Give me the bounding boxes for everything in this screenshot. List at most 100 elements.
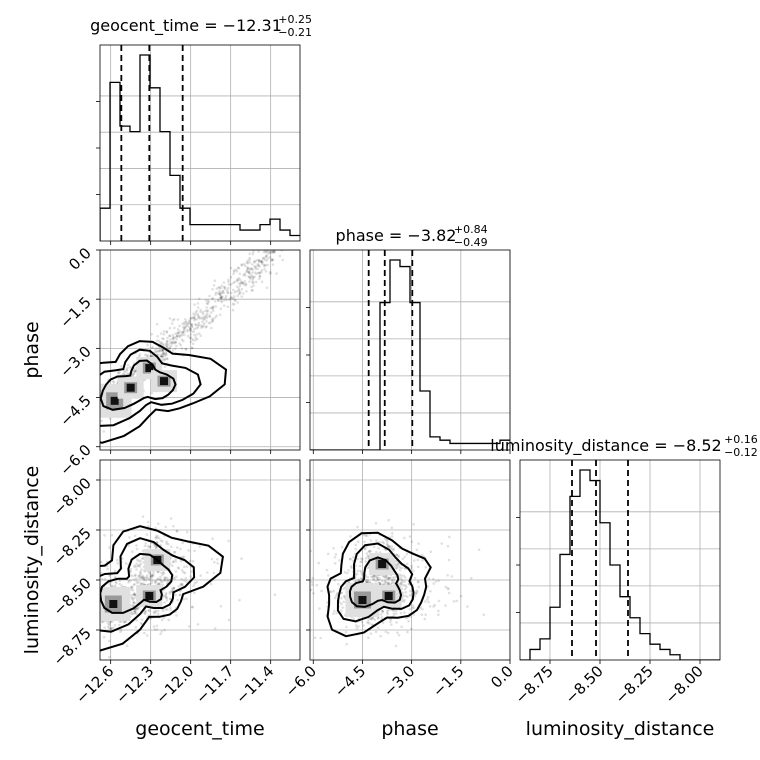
sample-point <box>193 313 197 317</box>
sample-point <box>406 630 409 634</box>
sample-point <box>200 316 204 320</box>
sample-point <box>415 589 419 592</box>
sample-point <box>132 601 136 605</box>
sample-point <box>125 644 129 648</box>
sample-point <box>362 624 366 627</box>
sample-point <box>384 577 388 580</box>
sample-point <box>250 285 253 289</box>
sample-point <box>206 315 209 318</box>
axis-frame <box>309 459 511 661</box>
sample-point <box>90 593 93 596</box>
sample-point <box>165 357 169 360</box>
sample-point <box>364 580 368 584</box>
sample-point <box>148 582 152 586</box>
sample-point <box>403 598 406 602</box>
sample-point <box>149 354 153 358</box>
sample-point <box>238 284 242 288</box>
sample-point <box>206 309 209 312</box>
sample-point <box>433 603 437 607</box>
sample-point <box>156 570 160 574</box>
sample-point <box>133 582 136 586</box>
sample-point <box>138 565 142 568</box>
sample-point <box>270 258 274 262</box>
sample-point <box>196 312 199 316</box>
sample-point <box>192 316 196 319</box>
sample-point <box>371 574 375 578</box>
sample-point <box>137 559 140 563</box>
y-tick-label: 0.0 <box>65 244 95 274</box>
sample-point <box>197 315 201 319</box>
sample-point <box>87 615 90 618</box>
sample-point <box>311 583 314 586</box>
sample-point <box>193 317 197 321</box>
sample-point <box>167 618 170 622</box>
sample-point <box>133 596 136 600</box>
sample-point <box>209 582 213 586</box>
sample-point <box>151 346 155 349</box>
sample-point <box>178 330 182 333</box>
sample-point <box>102 430 106 433</box>
sample-point <box>129 570 132 573</box>
sample-point <box>162 349 165 352</box>
sample-point <box>264 255 267 259</box>
sample-point <box>91 609 94 612</box>
sample-point <box>134 573 137 577</box>
sample-point <box>371 623 374 626</box>
sample-point <box>233 290 237 294</box>
sample-point <box>83 606 86 609</box>
sample-point <box>365 545 368 549</box>
sample-point <box>222 285 226 289</box>
sample-point <box>168 592 172 595</box>
sample-point <box>166 340 169 343</box>
sample-point <box>470 576 473 580</box>
sample-point <box>183 565 186 569</box>
sample-point <box>262 257 265 260</box>
sample-point <box>133 592 136 596</box>
sample-point <box>348 557 352 561</box>
sample-point <box>256 258 259 262</box>
sample-point <box>398 582 401 586</box>
sample-point <box>190 325 194 329</box>
sample-point <box>171 564 174 567</box>
sample-point <box>217 299 220 303</box>
x-tick-label: 0.0 <box>487 662 517 692</box>
sample-point <box>372 545 376 549</box>
sample-point <box>251 271 254 274</box>
sample-point <box>137 574 140 578</box>
sample-point <box>241 282 245 285</box>
sample-point <box>169 517 173 520</box>
sample-point <box>349 557 352 561</box>
sample-point <box>315 583 319 587</box>
sample-point <box>403 576 407 579</box>
sample-point <box>174 570 178 573</box>
sample-point <box>182 339 185 343</box>
hist-series-luminosity_distance <box>520 469 720 660</box>
sample-point <box>143 631 146 635</box>
sample-point <box>203 309 207 313</box>
sample-point <box>177 584 181 588</box>
sample-point <box>205 325 208 328</box>
sample-point <box>174 593 177 597</box>
sample-point <box>374 580 378 583</box>
sample-point <box>170 344 173 347</box>
sample-point <box>368 580 372 584</box>
sample-point <box>406 595 409 598</box>
sample-point <box>173 336 176 339</box>
sample-point <box>267 245 270 248</box>
sample-point <box>218 313 222 317</box>
sample-point <box>258 274 262 278</box>
sample-point <box>212 317 215 321</box>
sample-point <box>157 339 161 343</box>
sample-point <box>148 572 152 575</box>
sample-point <box>446 574 450 577</box>
sample-point <box>164 342 168 346</box>
sample-point <box>235 279 239 283</box>
sample-point <box>213 627 217 630</box>
contour-level-1 <box>100 552 174 614</box>
sample-point <box>118 582 122 586</box>
sample-point <box>249 273 252 276</box>
sample-point <box>233 295 236 298</box>
sample-point <box>135 547 139 551</box>
sample-point <box>171 333 174 337</box>
sample-point <box>210 557 214 561</box>
